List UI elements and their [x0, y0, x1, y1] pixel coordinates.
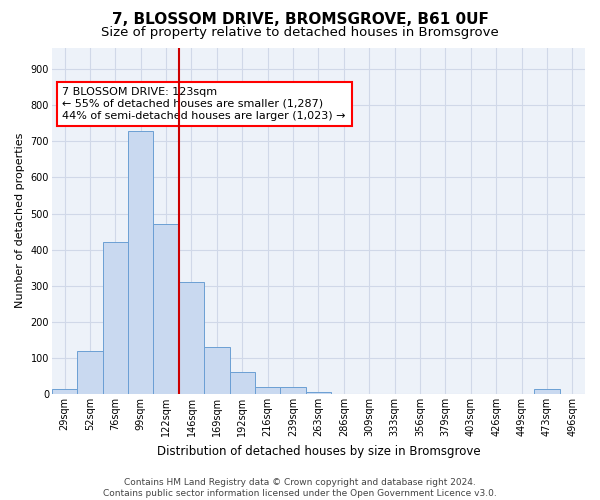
Bar [306, 392, 331, 394]
Bar [179, 282, 204, 394]
Bar [534, 388, 560, 394]
Bar [77, 350, 103, 394]
Bar [230, 372, 255, 394]
Bar [128, 130, 154, 394]
Bar [154, 224, 179, 394]
X-axis label: Distribution of detached houses by size in Bromsgrove: Distribution of detached houses by size … [157, 444, 480, 458]
Bar [103, 242, 128, 394]
Y-axis label: Number of detached properties: Number of detached properties [15, 133, 25, 308]
Text: Contains HM Land Registry data © Crown copyright and database right 2024.
Contai: Contains HM Land Registry data © Crown c… [103, 478, 497, 498]
Bar [255, 387, 280, 394]
Bar [204, 347, 230, 394]
Text: 7, BLOSSOM DRIVE, BROMSGROVE, B61 0UF: 7, BLOSSOM DRIVE, BROMSGROVE, B61 0UF [112, 12, 488, 28]
Text: Size of property relative to detached houses in Bromsgrove: Size of property relative to detached ho… [101, 26, 499, 39]
Bar [52, 388, 77, 394]
Text: 7 BLOSSOM DRIVE: 123sqm
← 55% of detached houses are smaller (1,287)
44% of semi: 7 BLOSSOM DRIVE: 123sqm ← 55% of detache… [62, 88, 346, 120]
Bar [280, 387, 306, 394]
